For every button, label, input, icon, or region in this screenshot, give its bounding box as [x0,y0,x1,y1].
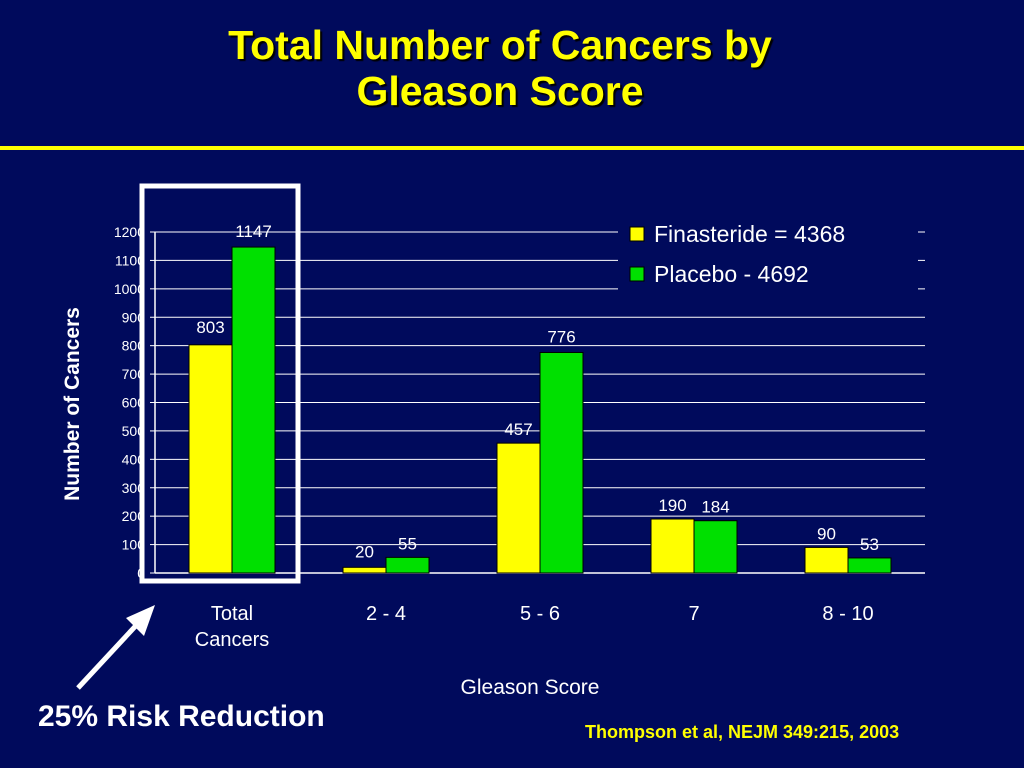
data-label: 1147 [235,222,272,241]
data-label: 20 [355,542,374,561]
x-tick-label: Cancers [195,629,269,651]
data-label: 53 [860,535,879,554]
data-label: 55 [398,534,417,553]
x-tick-label: Total [211,603,253,625]
y-tick-label: 800 [122,338,146,354]
bar-finasteride [804,546,849,574]
bar-placebo [847,557,892,574]
slide-title: Total Number of Cancers by Gleason Score [0,22,1000,114]
y-tick-label: 200 [122,508,146,524]
y-tick-label: 900 [122,309,146,325]
data-label: 803 [196,318,224,337]
y-tick-label: 600 [122,395,146,411]
bar-placebo [539,351,584,574]
arrow-shaft [76,616,145,690]
y-tick-label: 400 [122,451,146,467]
slide-title-line-1: Total Number of Cancers by [228,22,772,68]
data-label: 190 [658,496,686,515]
bar-placebo [693,520,738,574]
y-tick-label: 300 [122,480,146,496]
bar-finasteride [342,566,387,574]
y-axis-title: Number of Cancers [61,307,84,501]
y-tick-label: 100 [122,537,146,553]
x-tick-label: 8 - 10 [822,603,873,625]
highlight-box [139,183,301,584]
x-axis-title: Gleason Score [461,676,600,699]
data-label: 90 [817,524,836,543]
legend-swatch [629,266,645,282]
data-label: 457 [504,420,532,439]
bar-placebo [231,246,276,574]
risk-reduction-callout: 25% Risk Reduction [38,700,325,733]
arrow-head [126,605,155,636]
legend-label: Finasteride = 4368 [654,221,845,247]
data-label: 776 [547,327,575,346]
citation: Thompson et al, NEJM 349:215, 2003 [585,722,900,742]
data-label: 184 [701,498,729,517]
x-tick-label: 2 - 4 [366,603,406,625]
slide-title-line-2: Gleason Score [356,68,644,114]
x-tick-label: 7 [688,603,699,625]
bar-placebo [385,556,430,574]
legend-box [618,221,918,293]
y-tick-label: 1100 [115,252,145,268]
bar-finasteride [496,442,541,574]
y-tick-label: 700 [122,366,146,382]
legend-label: Placebo - 4692 [654,261,809,287]
legend-swatch [629,226,645,242]
y-tick-label: 1000 [114,281,145,297]
y-tick-label: 500 [122,423,146,439]
y-tick-label: 1200 [114,224,145,240]
x-tick-label: 5 - 6 [520,603,560,625]
bar-finasteride [188,344,233,574]
title-divider [0,146,1024,150]
bar-finasteride [650,518,695,574]
